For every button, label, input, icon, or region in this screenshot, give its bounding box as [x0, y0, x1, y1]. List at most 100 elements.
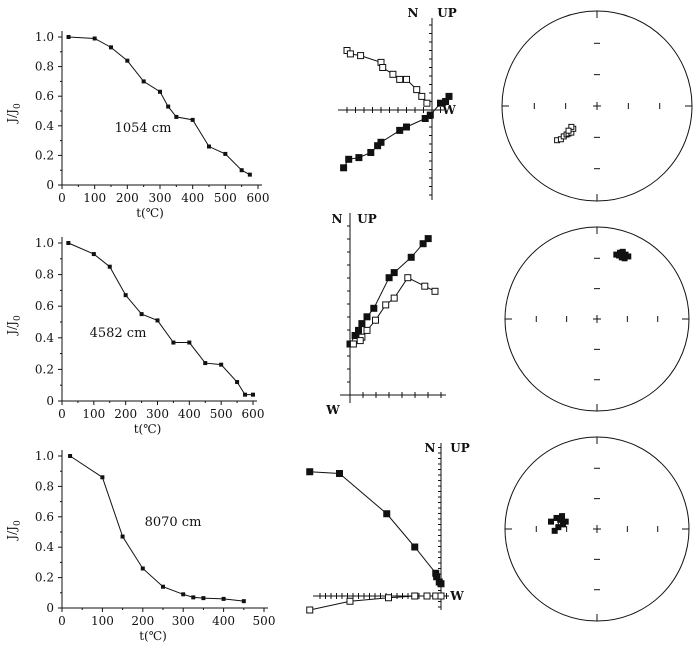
- demag-chart-3: 0 100 200 300 400 500 0 0.2 0.4 0.6 0.8 1.0 t(℃) J/J0…: [5, 449, 275, 643]
- x-axis-label: t(℃): [139, 629, 167, 643]
- y-tick-label: 0.2: [35, 362, 54, 376]
- x-tick-label: 0: [58, 614, 66, 628]
- axis-label-w: W: [441, 103, 456, 117]
- stereonet-point-filled: [557, 516, 564, 523]
- data-point: [120, 534, 125, 539]
- zijderveld-chart-1: N UP W: [338, 6, 457, 200]
- x-tick-label: 500: [214, 191, 237, 205]
- x-tick-label: 200: [114, 407, 137, 421]
- stereonet-point-filled: [616, 252, 623, 259]
- zijderveld-point-filled: [351, 332, 359, 339]
- data-point: [139, 312, 144, 317]
- data-point: [125, 58, 130, 63]
- zijderveld-point-filled: [419, 240, 427, 248]
- zijderveld-point-open: [431, 287, 439, 295]
- y-tick-label: 1.0: [35, 236, 54, 250]
- data-point: [92, 36, 97, 41]
- zijderveld-chart-3: N UP W: [306, 441, 470, 614]
- zijderveld-path-filled: [309, 471, 442, 585]
- data-point: [190, 117, 195, 122]
- zijderveld-point-filled: [385, 274, 393, 282]
- data-point: [187, 340, 192, 345]
- data-point: [91, 252, 96, 257]
- x-tick-label: 400: [178, 407, 201, 421]
- y-tick-label: 0.4: [35, 540, 54, 554]
- zijderveld-point-filled: [363, 313, 371, 321]
- stereonet-point-filled: [551, 527, 558, 534]
- x-tick-label: 600: [247, 191, 270, 205]
- zijderveld-point-open: [389, 70, 397, 78]
- zijderveld-point-filled: [355, 154, 363, 162]
- zijderveld-point-open: [390, 294, 398, 302]
- zijderveld-point-filled: [407, 253, 415, 261]
- y-tick-label: 0.8: [35, 60, 54, 74]
- zijderveld-point-filled: [358, 320, 366, 328]
- x-tick-label: 0: [58, 191, 66, 205]
- sample-depth-label: 8070 cm: [145, 515, 202, 530]
- x-tick-label: 100: [91, 614, 114, 628]
- y-tick-label: 1.0: [35, 449, 54, 463]
- zijderveld-point-open: [379, 64, 387, 71]
- stereonet-3: [504, 436, 690, 622]
- zijderveld-point-filled: [390, 269, 398, 277]
- data-point: [140, 566, 145, 571]
- x-tick-label: 400: [212, 614, 235, 628]
- zijderveld-point-open: [346, 50, 354, 58]
- zijderveld-point-open: [346, 597, 354, 605]
- axis-label-w: W: [325, 403, 340, 417]
- zijderveld-point-open: [396, 75, 404, 83]
- sample-depth-label: 1054 cm: [115, 121, 172, 136]
- x-tick-label: 0: [58, 407, 66, 421]
- zijderveld-point-open: [404, 274, 412, 282]
- data-point: [221, 596, 226, 601]
- stereonet-2: [504, 226, 690, 412]
- zijderveld-point-open: [423, 592, 431, 600]
- x-tick-label: 200: [116, 191, 139, 205]
- sample-depth-label: 4582 cm: [90, 326, 147, 341]
- data-point: [174, 114, 179, 119]
- data-point: [243, 392, 248, 397]
- x-tick-label: 300: [172, 614, 195, 628]
- x-tick-label: 300: [146, 407, 169, 421]
- axis-label-n: N: [425, 441, 436, 455]
- x-axis-label: t(℃): [136, 206, 164, 220]
- zijderveld-point-filled: [411, 543, 419, 551]
- data-point: [201, 596, 206, 601]
- y-axis-label: J/J0: [5, 520, 23, 542]
- data-point: [219, 362, 224, 367]
- data-point: [241, 599, 246, 604]
- y-tick-label: 0.4: [35, 119, 54, 133]
- demag-curve: [68, 36, 251, 176]
- zijderveld-point-filled: [426, 111, 434, 119]
- zijderveld-point-open: [356, 337, 364, 345]
- demag-curve: [68, 242, 253, 396]
- y-tick-label: 0.4: [35, 331, 54, 345]
- y-tick-label: 0.2: [35, 148, 54, 162]
- data-point: [158, 89, 162, 94]
- stereonet-1: [501, 10, 693, 202]
- zijderveld-point-filled: [437, 580, 445, 588]
- demag-chart-1: 0 100 200 300 400 500 600 0 0.2 0.4 0.6 0.8 1.0 t(℃) J…: [5, 30, 269, 220]
- zijderveld-point-open: [437, 592, 445, 600]
- zijderveld-point-open: [372, 316, 379, 324]
- x-tick-label: 500: [210, 407, 233, 421]
- data-point: [223, 151, 228, 156]
- zijderveld-point-open: [411, 592, 419, 600]
- zijderveld-point-filled: [403, 123, 410, 131]
- data-point: [203, 361, 208, 366]
- zijderveld-point-filled: [377, 138, 385, 146]
- zijderveld-point-filled: [370, 304, 378, 312]
- data-point: [181, 592, 186, 597]
- y-tick-label: 0.6: [35, 299, 54, 313]
- demag-curve: [69, 455, 244, 602]
- data-point: [191, 595, 196, 600]
- data-point: [166, 104, 171, 109]
- zijderveld-point-open: [413, 86, 421, 94]
- data-point: [235, 380, 240, 385]
- zijderveld-point-filled: [367, 149, 375, 156]
- data-point: [141, 79, 146, 84]
- y-tick-label: 0: [46, 601, 54, 615]
- y-tick-label: 1.0: [35, 30, 54, 44]
- data-point: [109, 45, 113, 50]
- y-axis-label: J/J0: [5, 315, 23, 337]
